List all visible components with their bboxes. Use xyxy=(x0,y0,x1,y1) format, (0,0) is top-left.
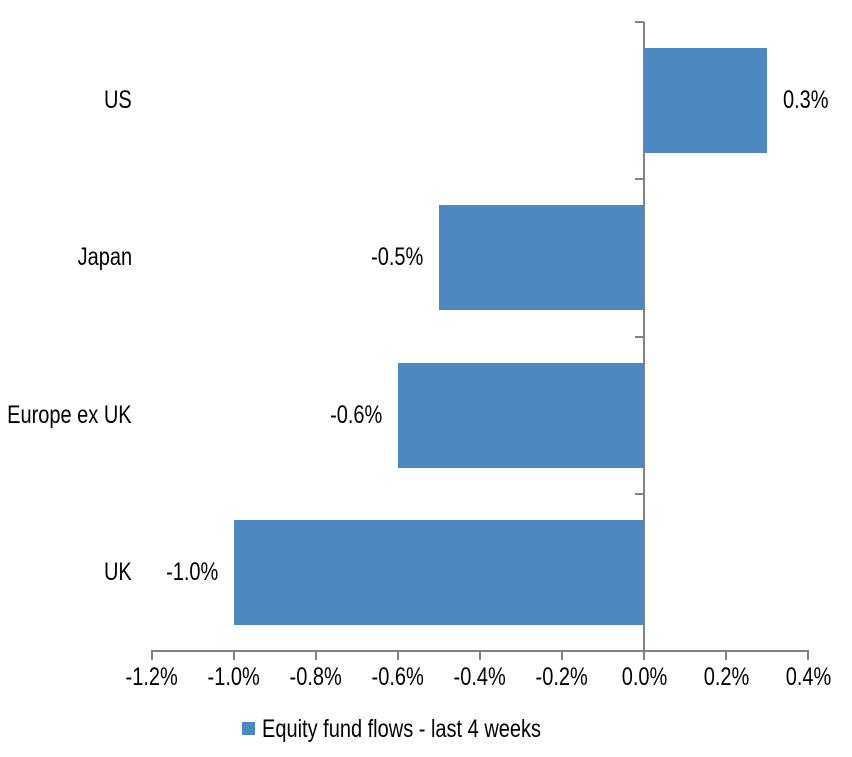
x-axis-tick xyxy=(479,651,481,660)
category-label: UK xyxy=(0,494,132,651)
data-label-text: -1.0% xyxy=(165,557,218,586)
x-axis-tick xyxy=(233,651,235,660)
category-label-text: UK xyxy=(104,557,132,586)
x-tick-label-text: -1.2% xyxy=(125,662,179,691)
value-axis-tick xyxy=(635,21,644,23)
bar-uk xyxy=(234,519,644,625)
x-tick-label: -0.8% xyxy=(266,662,366,692)
data-label-text: 0.3% xyxy=(783,86,829,115)
x-axis-tick xyxy=(151,651,153,660)
legend-marker-square xyxy=(241,721,255,735)
x-tick-label-text: 0.4% xyxy=(785,662,831,691)
x-tick-label-text: -0.6% xyxy=(371,662,425,691)
x-tick-label: 0.2% xyxy=(676,662,776,692)
x-axis-tick xyxy=(315,651,317,660)
category-label: Europe ex UK xyxy=(0,337,132,494)
x-tick-label-text: -0.4% xyxy=(453,662,507,691)
x-tick-label-text: 0.2% xyxy=(703,662,749,691)
data-label: -0.5% xyxy=(273,205,423,310)
x-axis-tick xyxy=(397,651,399,660)
bar-japan xyxy=(439,205,644,311)
x-axis-tick xyxy=(725,651,727,660)
category-label: Japan xyxy=(0,179,133,336)
x-tick-label-text: -1.0% xyxy=(207,662,261,691)
data-label-text: -0.5% xyxy=(370,243,423,272)
x-tick-label: 0.4% xyxy=(758,662,852,692)
category-label-text: US xyxy=(104,86,132,115)
zero-value-axis-line xyxy=(643,22,645,652)
legend-label-text: Equity fund flows - last 4 weeks xyxy=(261,714,541,743)
legend: Equity fund flows - last 4 weeks xyxy=(0,713,852,745)
value-axis-tick xyxy=(635,650,644,652)
category-label: US xyxy=(0,22,132,179)
x-tick-label: -0.2% xyxy=(512,662,612,692)
value-axis-tick xyxy=(635,492,644,495)
x-tick-label-text: -0.8% xyxy=(289,662,343,691)
data-label-text: -0.6% xyxy=(329,400,382,429)
data-label: -0.6% xyxy=(232,363,382,468)
x-tick-label-text: -0.2% xyxy=(535,662,589,691)
x-axis-tick xyxy=(561,651,563,660)
value-axis-tick xyxy=(635,178,644,181)
category-label-text: Europe ex UK xyxy=(7,400,132,429)
x-axis-tick xyxy=(807,651,809,660)
x-tick-label: -1.0% xyxy=(184,662,284,692)
data-label: 0.3% xyxy=(783,48,852,153)
x-axis-tick xyxy=(643,651,645,660)
x-tick-label: 0.0% xyxy=(594,662,694,692)
bar-us xyxy=(644,48,767,154)
x-tick-label: -0.6% xyxy=(348,662,448,692)
x-tick-label: -0.4% xyxy=(430,662,530,692)
x-tick-label: -1.2% xyxy=(102,662,202,692)
category-label-text: Japan xyxy=(77,243,133,272)
legend-label: Equity fund flows - last 4 weeks xyxy=(262,715,611,744)
x-tick-label-text: 0.0% xyxy=(621,662,667,691)
data-label: -1.0% xyxy=(68,520,218,625)
bar-europe-ex-uk xyxy=(398,362,644,468)
value-axis-tick xyxy=(635,335,644,338)
